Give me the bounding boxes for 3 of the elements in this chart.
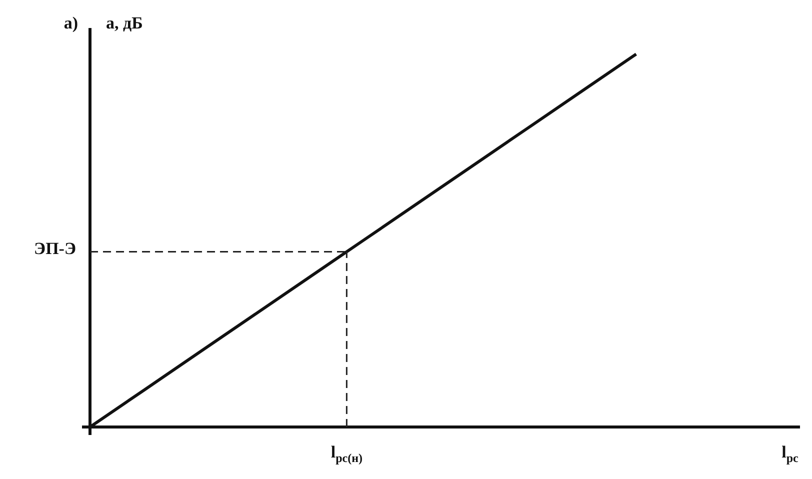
ref-line-label: ЭП-Э — [34, 239, 76, 258]
text: а) — [64, 13, 78, 32]
y-axis-title: a, дБ — [106, 13, 143, 32]
